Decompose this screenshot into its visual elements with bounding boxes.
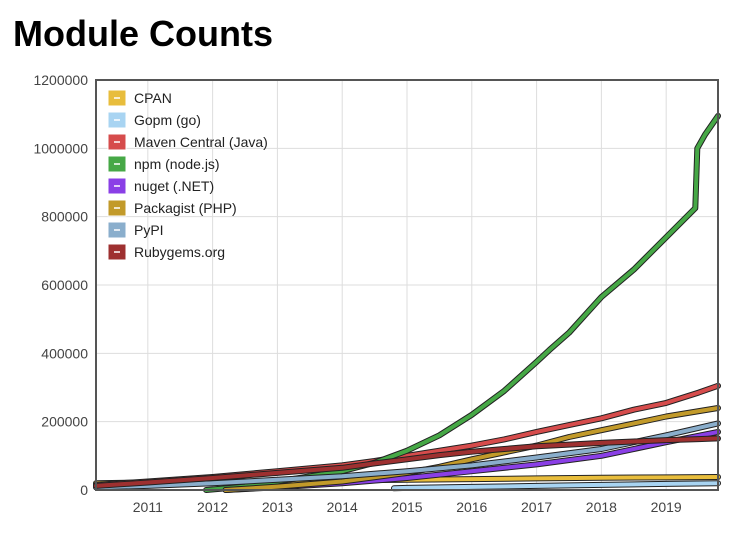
legend-label: Gopm (go) (134, 112, 201, 128)
x-tick-label: 2016 (456, 499, 487, 515)
series-line (94, 436, 720, 488)
y-tick-label: 1200000 (33, 72, 88, 88)
legend-item-pypi[interactable]: PyPI (107, 221, 164, 239)
series-npm-node-js (203, 112, 721, 493)
legend-item-npm-node-js[interactable]: npm (node.js) (107, 155, 220, 173)
chart-grid (96, 80, 718, 490)
series-line (392, 481, 720, 491)
legend-item-rubygems-org[interactable]: Rubygems.org (107, 243, 225, 261)
x-tick-label: 2011 (133, 499, 163, 515)
legend-item-nuget-net[interactable]: nuget (.NET) (107, 177, 214, 195)
page-title: Module Counts (13, 13, 273, 54)
x-tick-label: 2015 (391, 499, 422, 515)
x-tick-label: 2019 (651, 499, 682, 515)
y-tick-label: 200000 (41, 414, 88, 430)
legend-label: Maven Central (Java) (134, 134, 268, 150)
series-packagist-php (222, 405, 721, 493)
legend-label: Packagist (PHP) (134, 200, 237, 216)
legend-item-cpan[interactable]: CPAN (107, 89, 172, 107)
x-tick-label: 2012 (197, 499, 228, 515)
series-line-outline (203, 112, 721, 493)
legend-label: npm (node.js) (134, 156, 220, 172)
chart-legend: CPAN Gopm (go) Maven Central (Java) npm (no… (107, 89, 268, 261)
series-line (223, 406, 720, 492)
legend-label: PyPI (134, 222, 164, 238)
y-tick-label: 800000 (41, 209, 88, 225)
series-gopm-go (391, 480, 721, 492)
legend-label: nuget (.NET) (134, 178, 214, 194)
series-line (204, 113, 720, 492)
x-tick-label: 2013 (262, 499, 293, 515)
chart-axes: 0 200000 400000 600000 800000 1000000 1200000 2… (33, 72, 681, 515)
legend-item-maven-central-java[interactable]: Maven Central (Java) (107, 133, 268, 151)
y-tick-label: 1000000 (33, 140, 88, 156)
x-tick-label: 2014 (327, 499, 358, 515)
legend-item-packagist-php[interactable]: Packagist (PHP) (107, 199, 237, 217)
legend-item-gopm-go[interactable]: Gopm (go) (107, 111, 201, 129)
chart-series (93, 112, 721, 493)
x-tick-label: 2018 (586, 499, 617, 515)
x-tick-label: 2017 (521, 499, 552, 515)
legend-label: CPAN (134, 90, 172, 106)
legend-label: Rubygems.org (134, 244, 225, 260)
y-tick-label: 600000 (41, 277, 88, 293)
y-tick-label: 400000 (41, 345, 88, 361)
series-rubygems-org (93, 435, 721, 489)
plot-frame (95, 79, 719, 491)
y-tick-label: 0 (80, 482, 88, 498)
